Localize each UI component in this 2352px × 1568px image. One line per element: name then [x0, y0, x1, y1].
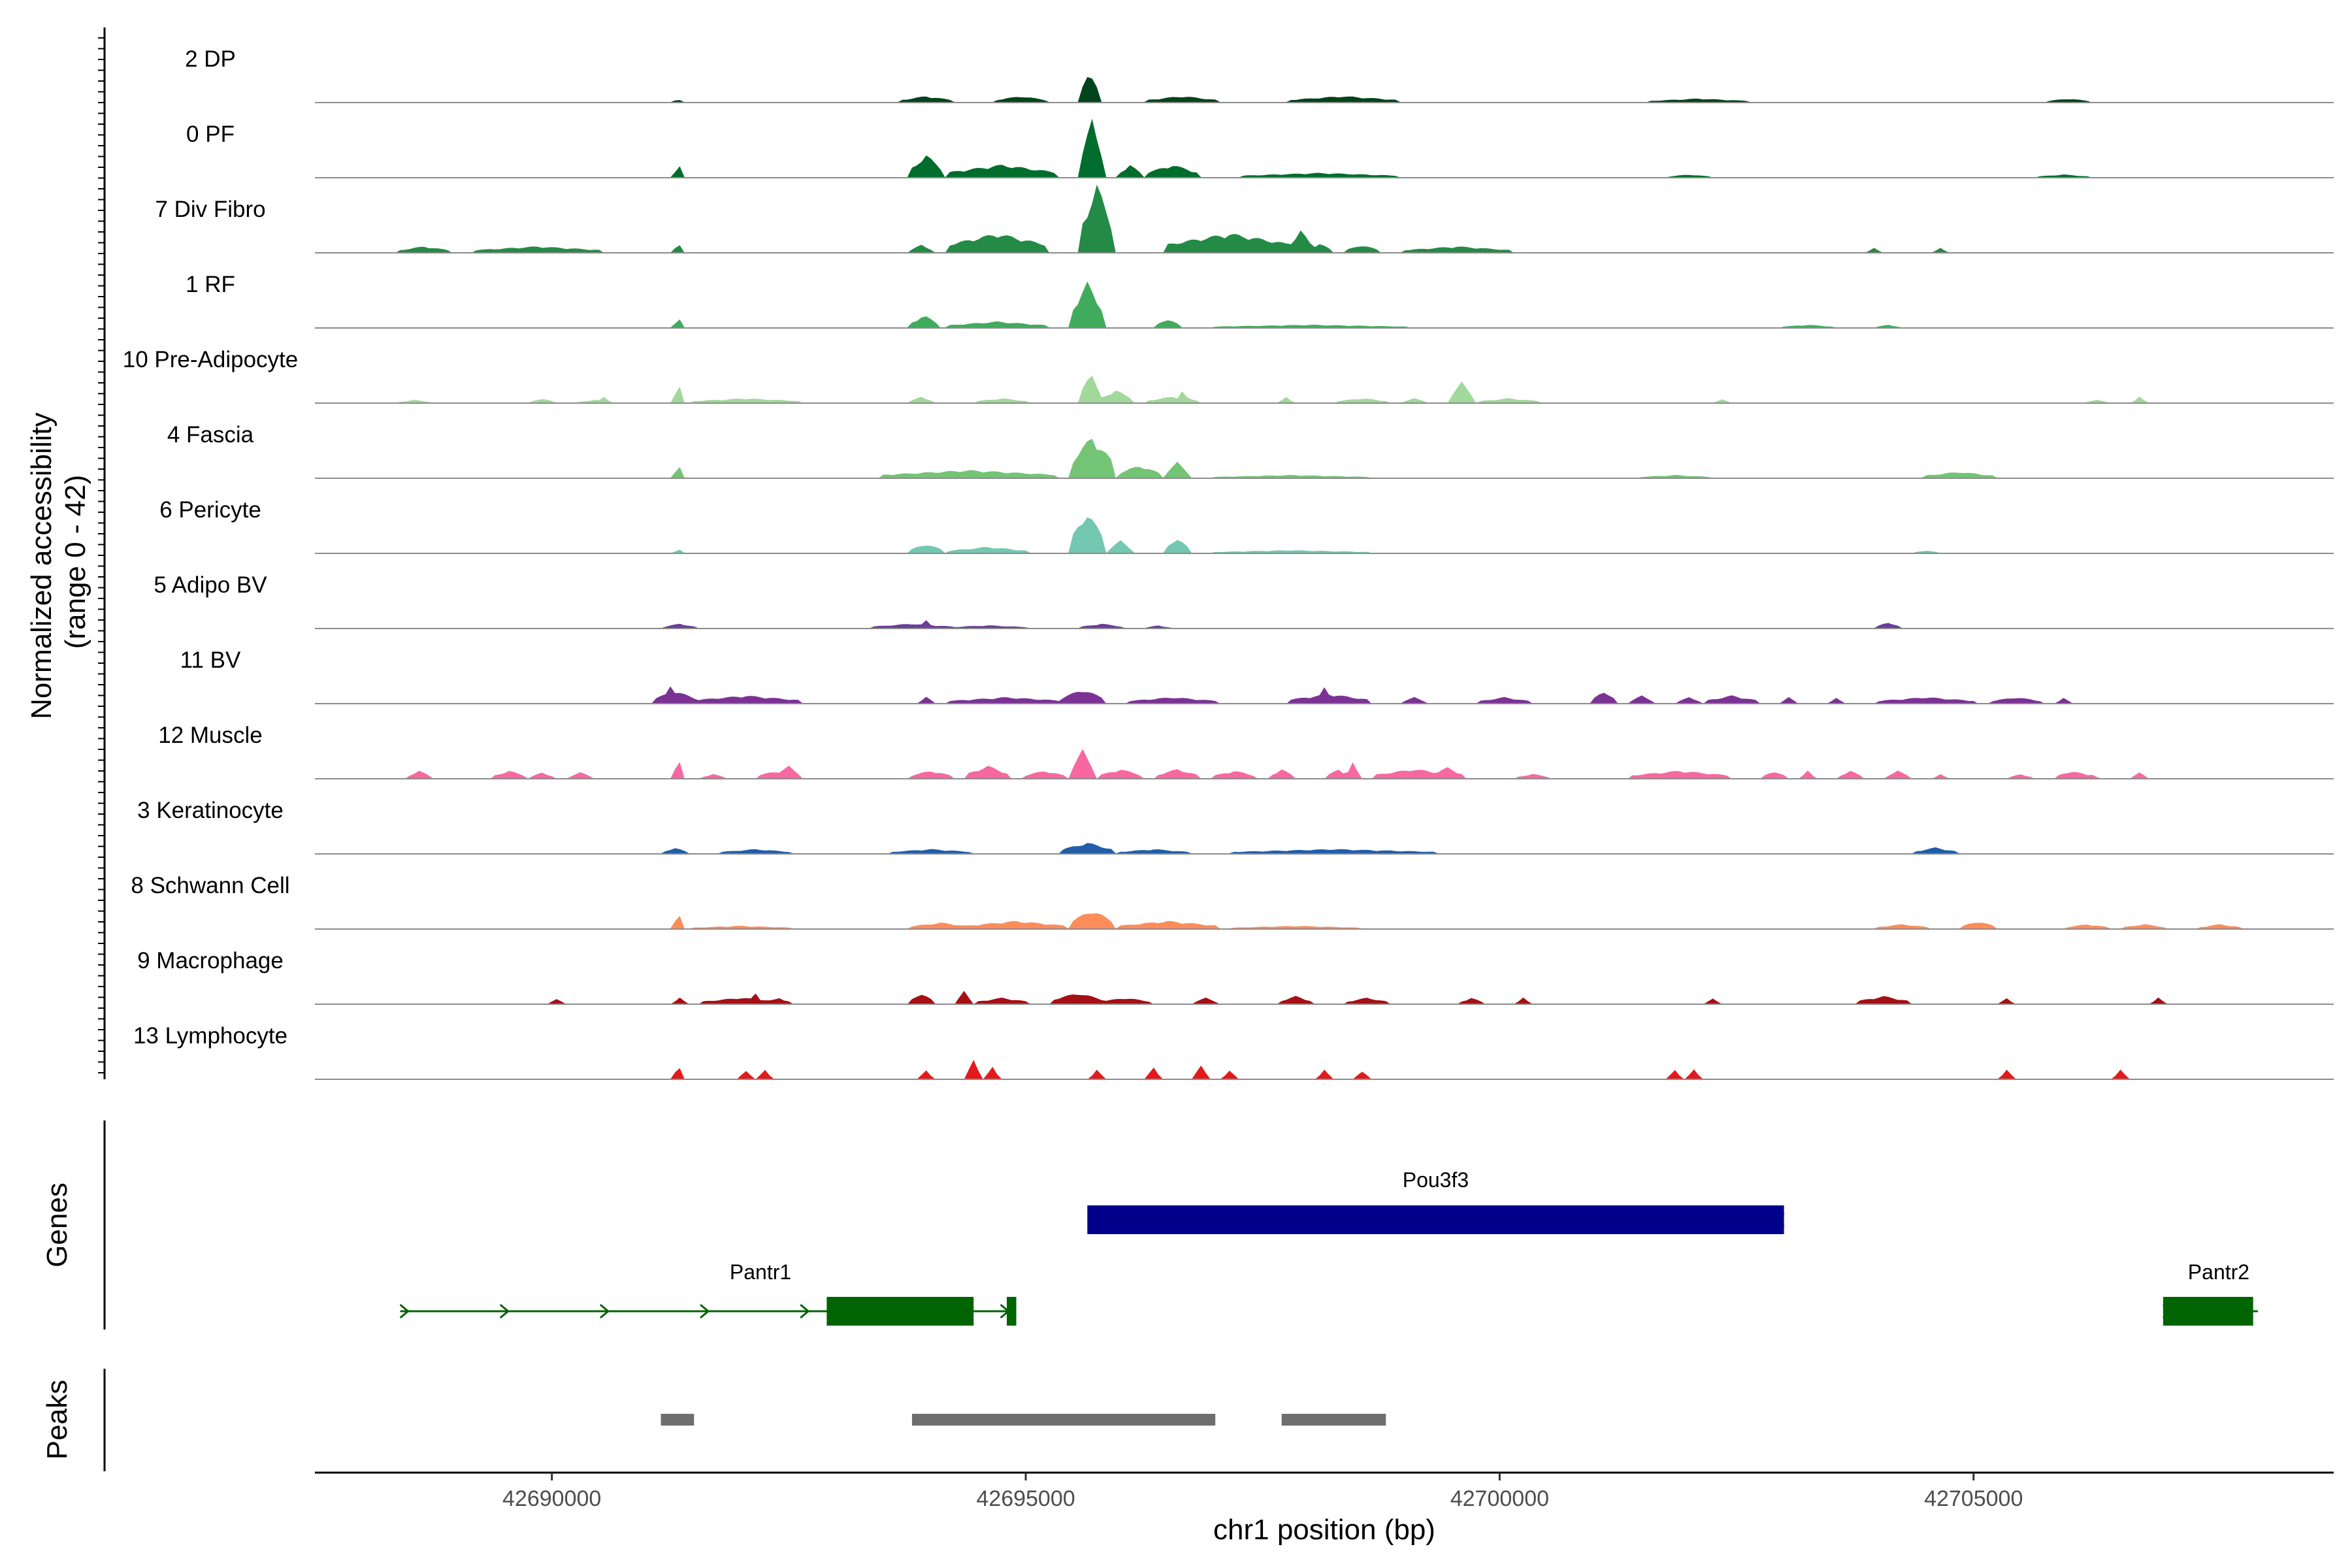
strand-arrow-icon: [399, 1303, 410, 1319]
track-8-schwann-cell: 8 Schwann Cell: [131, 873, 2334, 930]
track-label: 7 Div Fibro: [155, 197, 265, 222]
track-12-muscle: 12 Muscle: [158, 723, 2334, 779]
coverage-area-1-rf: [315, 281, 2334, 328]
x-tick-label: 42705000: [1924, 1486, 2023, 1511]
gene-pantr1: Pantr1: [399, 1260, 1017, 1326]
track-label: 8 Schwann Cell: [131, 873, 289, 898]
track-11-bv: 11 BV: [180, 647, 2334, 704]
genes-track-label: Genes: [41, 1183, 73, 1267]
track-label: 0 PF: [186, 122, 235, 147]
coverage-area-7-div-fibro: [315, 184, 2334, 253]
track-label: 9 Macrophage: [137, 948, 284, 973]
track-13-lymphocyte: 13 Lymphocyte: [133, 1023, 2334, 1080]
gene-exon: [1087, 1205, 1784, 1234]
gene-label: Pantr1: [730, 1260, 791, 1284]
coverage-area-13-lymphocyte: [315, 1060, 2334, 1079]
x-tick-label: 42690000: [502, 1486, 601, 1511]
track-label: 10 Pre-Adipocyte: [123, 347, 298, 372]
strand-arrow-icon: [499, 1303, 510, 1319]
coverage-area-3-keratinocyte: [315, 843, 2334, 854]
peak-bar: [911, 1414, 1216, 1426]
gene-exon: [826, 1297, 974, 1326]
coverage-area-11-bv: [315, 686, 2334, 704]
track-4-fascia: 4 Fascia: [167, 422, 2334, 479]
gene-label: Pantr2: [2188, 1260, 2249, 1284]
track-5-adipo-bv: 5 Adipo BV: [154, 572, 2334, 629]
coverage-tracks: 2 DP 0 PF 7 Div Fibro 1 RF 10 Pre-Adipocyte 4…: [123, 46, 2334, 1080]
coverage-area-12-muscle: [315, 749, 2334, 779]
coverage-y-ticks: [98, 37, 105, 1073]
gene-label: Pou3f3: [1403, 1168, 1469, 1192]
peak-bar: [1281, 1414, 1386, 1426]
strand-arrow-icon: [700, 1303, 710, 1319]
coverage-area-2-dp: [315, 76, 2334, 103]
gene-exon: [1007, 1297, 1017, 1326]
peak-bar: [661, 1414, 694, 1426]
track-label: 4 Fascia: [167, 422, 254, 448]
x-tick-label: 42700000: [1450, 1486, 1549, 1511]
track-label: 11 BV: [180, 647, 241, 673]
track-0-pf: 0 PF: [186, 118, 2334, 178]
track-9-macrophage: 9 Macrophage: [137, 948, 2334, 1005]
track-3-keratinocyte: 3 Keratinocyte: [137, 798, 2334, 855]
coverage-area-5-adipo-bv: [315, 620, 2334, 629]
gene-pou3f3: Pou3f3: [1087, 1168, 1785, 1234]
peaks-track: [661, 1414, 1386, 1426]
track-label: 6 Pericyte: [159, 497, 261, 523]
track-1-rf: 1 RF: [186, 272, 2334, 329]
coverage-y-axis-title: Normalized accessibility (range 0 - 42): [25, 404, 91, 719]
track-7-div-fibro: 7 Div Fibro: [155, 184, 2334, 253]
track-label: 12 Muscle: [158, 723, 263, 748]
coverage-area-6-pericyte: [315, 517, 2334, 553]
track-6-pericyte: 6 Pericyte: [159, 497, 2334, 554]
gene-pantr2: Pantr2: [2162, 1260, 2258, 1326]
strand-arrow-icon: [800, 1303, 810, 1319]
track-label: 2 DP: [185, 46, 236, 72]
x-axis: 42690000 42695000 42700000 42705000: [502, 1473, 2023, 1511]
x-tick-label: 42695000: [976, 1486, 1075, 1511]
track-label: 13 Lymphocyte: [133, 1023, 287, 1049]
genes-track: Pou3f3 Pantr1 Pantr2: [399, 1168, 2258, 1326]
track-label: 5 Adipo BV: [154, 572, 267, 598]
strand-arrow-icon: [599, 1303, 610, 1319]
gene-exon: [2163, 1297, 2253, 1326]
coverage-area-10-pre-adipocyte: [315, 376, 2334, 403]
track-label: 1 RF: [186, 272, 235, 297]
coverage-area-9-macrophage: [315, 990, 2334, 1004]
coverage-area-0-pf: [315, 118, 2334, 178]
coverage-area-8-schwann-cell: [315, 913, 2334, 929]
coverage-area-4-fascia: [315, 438, 2334, 478]
x-axis-title: chr1 position (bp): [1213, 1514, 1435, 1546]
track-2-dp: 2 DP: [185, 46, 2334, 103]
track-10-pre-adipocyte: 10 Pre-Adipocyte: [123, 347, 2334, 404]
track-label: 3 Keratinocyte: [137, 798, 284, 823]
peaks-track-label: Peaks: [41, 1380, 73, 1460]
